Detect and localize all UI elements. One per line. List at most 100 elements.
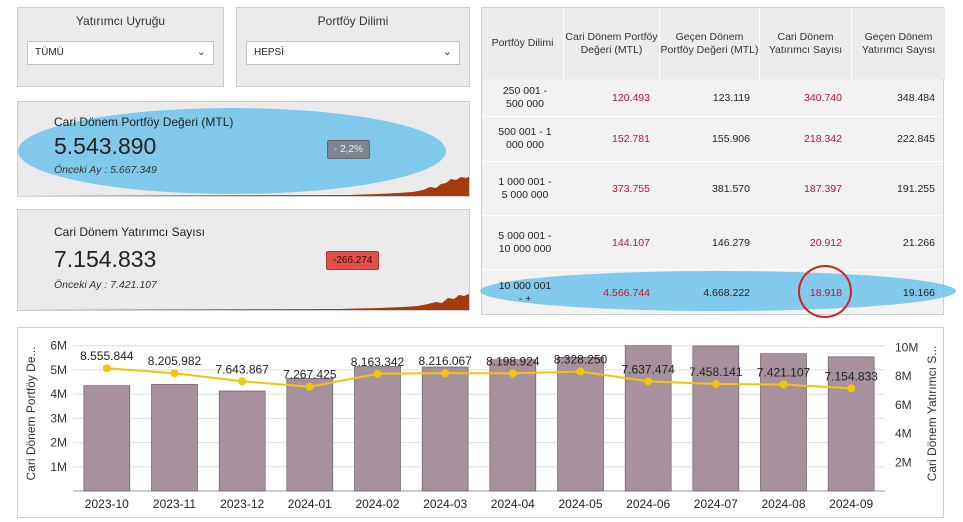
x-tick-label: 2023-10 [85, 497, 129, 511]
previous-investors-cell: 348.484 [897, 91, 935, 104]
portfolio-value: 5.543.890 [54, 133, 157, 159]
current-value-cell: 4.566.744 [603, 286, 650, 299]
current-value-cell: 152.781 [612, 133, 650, 145]
investor-data-label: 8.163.342 [351, 355, 405, 369]
y2-tick-label: 6M [895, 398, 912, 412]
y-tick-label: 1M [50, 460, 67, 474]
previous-investors-cell: 19.166 [902, 286, 935, 299]
previous-investors-cell: 21.266 [902, 236, 935, 249]
current-value-cell: 144.107 [612, 236, 650, 249]
y-tick-label: 3M [50, 411, 67, 425]
table-row[interactable]: 1 000 001 - 5 000 000 373.755 381.570 18… [482, 162, 943, 216]
col-header-current-investors: Cari Dönem Yatırımcı Sayısı [760, 8, 852, 79]
previous-value-cell: 146.279 [712, 236, 750, 249]
investor-point [238, 377, 247, 386]
investor-data-label: 7.154.833 [824, 369, 878, 383]
investor-data-label: 7.458.141 [689, 365, 743, 379]
portfolio-range-filter-title: Portföy Dilimi [317, 14, 389, 28]
portfolio-bar [83, 385, 131, 492]
nationality-filter-panel: Yatırımcı Uyruğu TÜMÜ ⌄ [17, 7, 224, 87]
nationality-select[interactable]: TÜMÜ ⌄ [27, 41, 214, 65]
y2-axis-title: Cari Dönem Yatırımcı S... [925, 346, 939, 482]
x-tick-label: 2024-04 [491, 497, 535, 511]
investor-point [170, 369, 179, 378]
portfolio-value-title: Cari Dönem Portföy Değeri (MTL) [54, 115, 234, 129]
investor-change-badge: -266.274 [326, 251, 380, 270]
y-axis-title: Cari Dönem Portföy De... [24, 346, 38, 480]
previous-value-cell: 155.906 [712, 133, 750, 145]
portfolio-bar [557, 357, 604, 492]
x-tick-label: 2023-11 [153, 497, 196, 511]
range-cell: 500 001 - 1 000 000 [498, 126, 552, 151]
portfolio-bar [827, 356, 875, 492]
x-tick-label: 2024-06 [626, 497, 670, 511]
previous-value-cell: 381.570 [712, 182, 750, 195]
range-cell: 1 000 001 - 5 000 000 [498, 175, 552, 201]
portfolio-sparkline [18, 176, 469, 196]
y-tick-label: 2M [50, 436, 67, 450]
x-tick-label: 2024-07 [694, 497, 738, 511]
investor-point [644, 377, 653, 386]
current-value-cell: 120.493 [612, 91, 650, 104]
y2-tick-label: 10M [895, 340, 918, 354]
investor-point [576, 367, 585, 376]
portfolio-bar [354, 366, 401, 492]
x-tick-label: 2024-02 [355, 497, 399, 511]
investor-data-label: 8.205.982 [148, 354, 202, 368]
y2-tick-label: 8M [895, 369, 912, 383]
investor-data-label: 8.198.924 [486, 354, 540, 368]
portfolio-change-badge: - 2,2% [327, 140, 370, 159]
investor-point [847, 384, 856, 393]
col-header-previous-investors: Geçen Dönem Yatırımcı Sayısı [852, 8, 945, 79]
x-tick-label: 2024-05 [558, 497, 602, 511]
investor-previous-month: Önceki Ay : 7.421.107 [54, 279, 157, 291]
investor-data-label: 8.328.250 [554, 352, 608, 366]
y-tick-label: 4M [50, 387, 67, 401]
portfolio-bar [760, 353, 807, 492]
range-cell: 5 000 001 - 10 000 000 [498, 229, 552, 255]
current-investors-cell: 20.912 [809, 236, 842, 249]
portfolio-bar [692, 345, 740, 492]
investor-data-label: 8.216.067 [418, 354, 472, 368]
col-header-previous-value: Geçen Dönem Portföy Değeri (MTL) [660, 8, 760, 79]
current-value-cell: 373.755 [612, 182, 650, 195]
investor-point [441, 369, 450, 378]
table-row[interactable]: 250 001 - 500 000 120.493 123.119 340.74… [482, 79, 943, 117]
portfolio-bar [286, 378, 334, 492]
table-row[interactable]: 5 000 001 - 10 000 000 144.107 146.279 2… [482, 216, 943, 270]
portfolio-previous-month: Önceki Ay : 5.667.349 [54, 164, 157, 176]
investor-data-label: 7.637.474 [621, 362, 675, 376]
range-cell: 250 001 - 500 000 [502, 84, 548, 110]
previous-investors-cell: 222.845 [897, 133, 935, 145]
y2-tick-label: 4M [895, 427, 912, 441]
investor-data-label: 8.555.844 [80, 349, 134, 363]
monthly-combo-chart: 1M 2M 3M 4M 5M 6M 2M 4M 6M 8M 10M 2023-10 2023-11 202… [24, 339, 939, 511]
x-tick-label: 2024-01 [288, 497, 332, 511]
nationality-filter-title: Yatırımcı Uyruğu [75, 14, 166, 28]
investor-point [508, 369, 517, 378]
previous-investors-cell: 191.255 [897, 182, 935, 195]
table-row[interactable]: 500 001 - 1 000 000 152.781 155.906 218.… [482, 117, 943, 162]
investor-count-value: 7.154.833 [54, 246, 157, 272]
portfolio-highlight [18, 108, 446, 194]
investor-data-label: 7.643.867 [215, 362, 269, 376]
investor-line [106, 367, 852, 390]
portfolio-range-table: Portföy Dilimi Cari Dönem Portföy Değeri… [480, 7, 956, 318]
portfolio-bar [421, 366, 469, 492]
current-investors-cell: 340.740 [804, 91, 842, 104]
portfolio-range-select[interactable]: HEPSİ ⌄ [246, 41, 460, 65]
chevron-down-icon: ⌄ [442, 46, 452, 58]
x-tick-label: 2024-03 [423, 497, 467, 511]
portfolio-value-card: Cari Dönem Portföy Değeri (MTL) 5.543.89… [17, 101, 470, 197]
x-tick-label: 2024-08 [761, 497, 805, 511]
nationality-select-value: TÜMÜ [35, 47, 64, 58]
chevron-down-icon: ⌄ [196, 46, 206, 58]
highlight-circle [798, 265, 852, 318]
investor-count-title: Cari Dönem Yatırımcı Sayısı [54, 225, 205, 239]
col-header-range: Portföy Dilimi [482, 8, 564, 79]
investor-point [305, 382, 314, 391]
current-investors-cell: 187.397 [804, 182, 842, 195]
portfolio-bar [151, 384, 198, 492]
table-row[interactable]: 10 000 001 - + 4.566.744 4.668.222 18.91… [480, 265, 956, 318]
x-tick-label: 2024-09 [829, 497, 873, 511]
